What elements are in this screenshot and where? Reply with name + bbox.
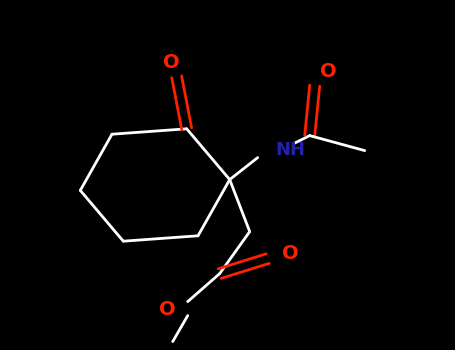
Text: O: O: [320, 62, 336, 81]
Text: O: O: [163, 53, 180, 72]
Text: O: O: [159, 300, 176, 319]
Text: NH: NH: [276, 141, 306, 159]
Text: O: O: [282, 244, 298, 263]
